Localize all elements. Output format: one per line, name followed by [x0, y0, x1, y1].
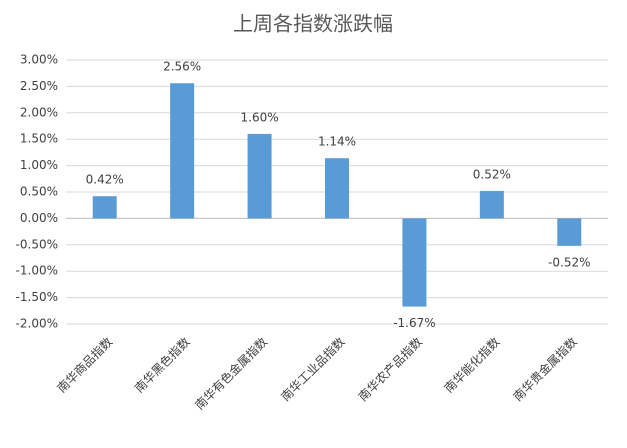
data-label: 0.52% — [473, 167, 511, 181]
y-tick-label: 0.00% — [20, 211, 58, 225]
y-tick-label: 1.00% — [20, 158, 58, 172]
y-tick-label: 2.50% — [20, 79, 58, 93]
bar — [402, 218, 427, 307]
data-label: -0.52% — [548, 255, 590, 269]
data-label: -1.67% — [393, 316, 435, 330]
bar — [479, 190, 504, 219]
y-tick-label: -1.50% — [16, 290, 58, 304]
bar — [247, 133, 272, 219]
y-tick-label: 2.00% — [20, 105, 58, 119]
chart-title: 上周各指数涨跌幅 — [233, 12, 393, 36]
bar — [170, 83, 195, 219]
bar — [557, 218, 582, 246]
y-tick-label: -1.00% — [16, 264, 58, 278]
data-label: 0.42% — [86, 173, 124, 187]
data-label: 1.14% — [318, 135, 356, 149]
y-tick-label: 3.00% — [20, 53, 58, 67]
data-label: 1.60% — [241, 110, 279, 124]
y-tick-label: -0.50% — [16, 237, 58, 251]
data-label: 2.56% — [163, 60, 201, 74]
y-tick-label: -2.00% — [16, 317, 58, 331]
bar — [325, 158, 349, 219]
y-tick-label: 1.50% — [20, 132, 58, 146]
y-tick-label: 0.50% — [20, 185, 58, 199]
bar — [92, 196, 117, 219]
